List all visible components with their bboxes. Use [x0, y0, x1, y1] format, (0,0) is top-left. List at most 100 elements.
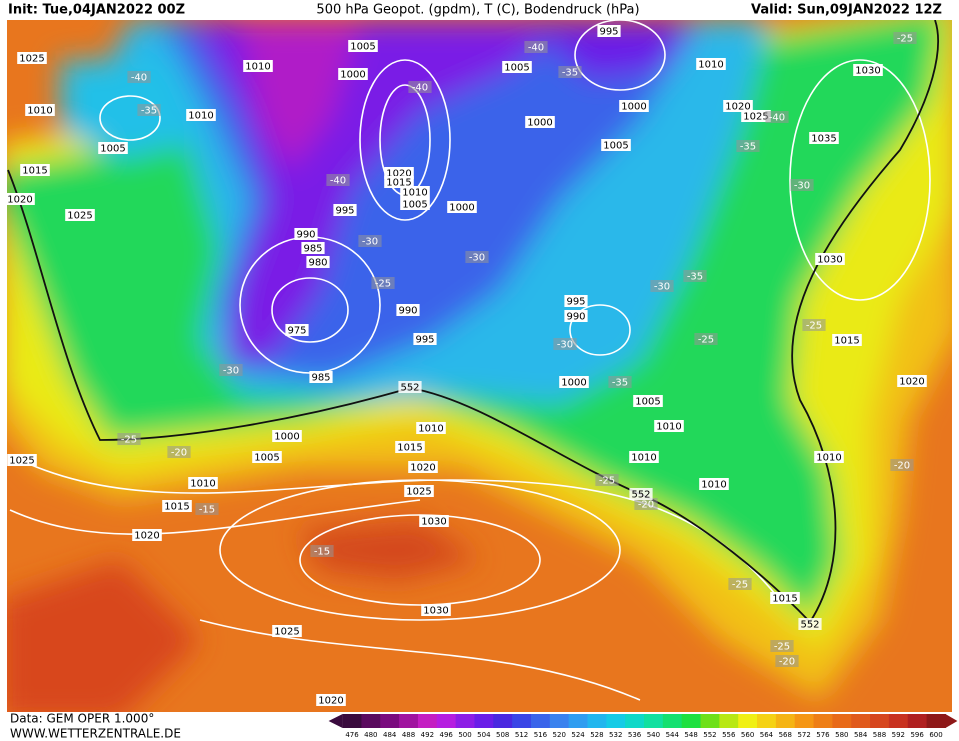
- isobar-label-box: [384, 176, 414, 188]
- isobar-label-box: [597, 25, 621, 37]
- isobar-label: 1010: [188, 111, 213, 122]
- isobar-label: 1025: [274, 627, 299, 638]
- temperature-label: -35: [687, 272, 703, 283]
- colorbar-swatch: [644, 714, 664, 728]
- isobar-label-box: [629, 451, 659, 463]
- isobar-label-box: [633, 395, 663, 407]
- isobar-label-box: [741, 110, 771, 122]
- geopotential-label-box: [798, 618, 822, 630]
- isobar-label: 1005: [504, 63, 529, 74]
- temperature-label: -40: [131, 73, 147, 84]
- temperature-label-box: [358, 235, 382, 247]
- isobar-label: 990: [566, 312, 585, 323]
- isobar-label: 995: [415, 335, 434, 346]
- temperature-label: -20: [171, 448, 187, 459]
- 552-line: [7, 20, 939, 624]
- temperature-label: -30: [223, 366, 239, 377]
- temperature-label-box: [728, 578, 752, 590]
- colorbar-label: 484: [383, 731, 397, 739]
- colorbar-swatch: [474, 714, 494, 728]
- colorbar-swatch: [870, 714, 890, 728]
- isobar-label: 1000: [274, 432, 299, 443]
- isobar-label: 1005: [100, 144, 125, 155]
- colorbar-swatch: [719, 714, 739, 728]
- temperature-label: -40: [330, 176, 346, 187]
- temperature-label: -25: [732, 580, 748, 591]
- isobar-label: 1030: [421, 517, 446, 528]
- valid-time: Valid: Sun,09JAN2022 12Z: [751, 3, 942, 18]
- isobar-label-box: [294, 228, 318, 240]
- isobar-label: 1000: [527, 118, 552, 129]
- colorbar-swatch: [512, 714, 532, 728]
- colorbar-swatch: [399, 714, 419, 728]
- isobar-label: 975: [287, 326, 306, 337]
- isobar-label: 990: [398, 306, 417, 317]
- isobar-label-box: [132, 529, 162, 541]
- isobar-label: 1020: [899, 377, 924, 388]
- temperature-label-box: [765, 111, 789, 123]
- colorbar-label: 584: [854, 731, 868, 739]
- colorbar-label: 512: [515, 731, 528, 739]
- isobar-label-box: [400, 198, 430, 210]
- isobar-label-box: [525, 116, 555, 128]
- isobar-label-box: [853, 64, 883, 76]
- website: WWW.WETTERZENTRALE.DE: [10, 727, 181, 741]
- isobar-label-box: [20, 164, 50, 176]
- colorbar-label: 488: [402, 731, 415, 739]
- temperature-label-box: [553, 338, 577, 350]
- isobar-label-box: [333, 204, 357, 216]
- isobar-label: 985: [303, 244, 322, 255]
- temperature-label: -25: [599, 476, 615, 487]
- isobar-label-box: [186, 109, 216, 121]
- temperature-label: -30: [469, 253, 485, 264]
- colorbar-swatch: [832, 714, 852, 728]
- colorbar-swatch: [888, 714, 909, 728]
- colorbar-swatch: [625, 714, 645, 728]
- colorbar-swatch: [361, 714, 381, 728]
- isobar-label: 990: [296, 230, 315, 241]
- colorbar-label: 596: [910, 731, 924, 739]
- temperature-label-box: [371, 277, 395, 289]
- isobar-label-box: [723, 100, 753, 112]
- isobar-label-box: [809, 132, 839, 144]
- isobar-label-box: [832, 334, 862, 346]
- colorbar-label: 480: [364, 731, 377, 739]
- isobar-label-box: [309, 371, 333, 383]
- temperature-label-box: [650, 280, 674, 292]
- temperature-label-box: [775, 655, 799, 667]
- isobar-label-box: [243, 60, 273, 72]
- colorbar-swatch: [549, 714, 570, 728]
- temperature-label: -35: [612, 378, 628, 389]
- geopotential-label: 552: [800, 620, 819, 631]
- colorbar-label: 496: [440, 731, 454, 739]
- colorbar-swatch: [757, 714, 777, 728]
- isobar-label: 1035: [811, 134, 836, 145]
- geopotential-label-box: [629, 488, 653, 500]
- geopotential-label: 552: [631, 490, 650, 501]
- temperature-label: -30: [654, 282, 670, 293]
- isobar-label: 1010: [816, 453, 841, 464]
- temperature-label-box: [310, 545, 334, 557]
- temperature-label-box: [595, 474, 619, 486]
- init-time: Init: Tue,04JAN2022 00Z: [8, 3, 185, 18]
- isobar-label-box: [162, 500, 192, 512]
- isobar-label-box: [65, 209, 95, 221]
- colorbar-swatch: [681, 714, 702, 728]
- colorbar-swatch: [700, 714, 720, 728]
- temperature-label-box: [608, 376, 632, 388]
- isobar-label: 1025: [743, 112, 768, 123]
- isobar-label: 1010: [701, 480, 726, 491]
- isobar-label: 1015: [772, 594, 797, 605]
- isobar-label: 1020: [410, 463, 435, 474]
- temperature-label: -30: [362, 237, 378, 248]
- temperature-label: -25: [375, 279, 391, 290]
- isobar-label-box: [316, 694, 346, 706]
- isobar-label-box: [272, 625, 302, 637]
- isobar-label-box: [306, 256, 330, 268]
- colorbar-label: 492: [421, 731, 434, 739]
- isobar-label: 1005: [350, 42, 375, 53]
- isobar-label-box: [285, 324, 309, 336]
- data-source: Data: GEM OPER 1.000°: [10, 712, 154, 726]
- temperature-label-box: [326, 174, 350, 186]
- temperature-label: -25: [121, 435, 137, 446]
